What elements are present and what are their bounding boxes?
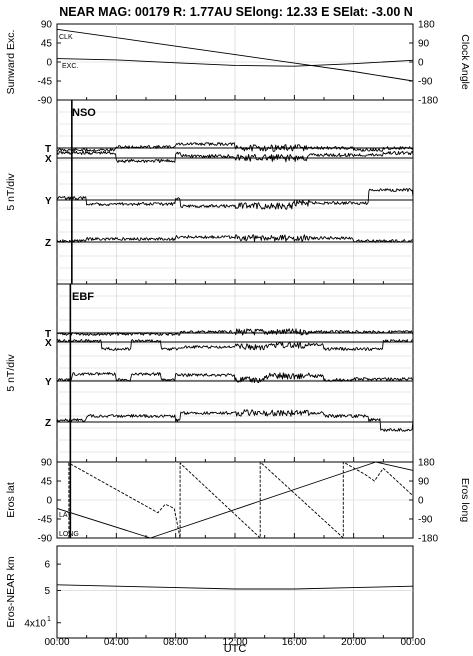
chart-title: NEAR MAG: 00179 R: 1.77AU SElong: 12.33 …	[59, 5, 413, 19]
trace-y	[56, 372, 414, 383]
y-tick-label-clock: 90	[418, 39, 430, 50]
trace-x	[56, 150, 414, 164]
component-label-y: Y	[45, 377, 52, 388]
x-tick-label: 20:00	[341, 637, 366, 648]
y-tick-label-eros-lat: -90	[38, 534, 53, 545]
y-tick-label-sunward: 45	[41, 39, 53, 50]
y-tick-label-eros-lat: -45	[38, 515, 53, 526]
y-tick-label-sunward: -90	[38, 96, 53, 107]
x-tick-label: 08:00	[163, 637, 188, 648]
y-label-eros-near-km: Eros-NEAR km	[5, 556, 17, 627]
x-tick-label: 04:00	[104, 637, 129, 648]
trace-z	[56, 409, 414, 432]
y-tick-exponent-range: 1	[47, 616, 51, 623]
component-label-t: T	[45, 329, 51, 340]
y-label-eros-long: Eros long	[459, 478, 471, 523]
series-label-exc: EXC.	[62, 63, 78, 70]
y-tick-label-eros-lat: 45	[41, 477, 53, 488]
x-tick-label: 00:00	[44, 637, 69, 648]
y-tick-label-clock: 0	[418, 58, 424, 69]
series-exc	[56, 58, 414, 67]
x-tick-label: 00:00	[400, 637, 425, 648]
series-range	[56, 584, 414, 590]
y-tick-label-eros-lat: 90	[41, 458, 53, 469]
component-label-x: X	[45, 154, 52, 165]
series-clk	[56, 28, 414, 82]
panel-tag-nso: NSO	[72, 107, 96, 119]
trace-z	[56, 234, 414, 243]
y-tick-label-clock: -90	[418, 77, 433, 88]
series-label-lat: LAT	[59, 512, 72, 519]
y-tick-label-clock: -180	[418, 96, 438, 107]
axes-layer: 00:00 04:00 08:00 12:00 16:00 20:00 00:00 90 45 0…	[24, 20, 438, 649]
series-long	[68, 461, 414, 539]
panel-tag-ebf: EBF	[72, 291, 94, 303]
trace-y	[56, 188, 414, 210]
y-label-clock-angle: Clock Angle	[459, 34, 471, 90]
component-label-t: T	[45, 144, 51, 155]
y-tick-label-eros-long: 0	[418, 496, 424, 507]
series-label-clk: CLK	[59, 34, 73, 41]
y-tick-label-eros-lat: 0	[46, 496, 52, 507]
y-label-ebf-scale: 5 nT/div	[5, 354, 17, 392]
component-label-x: X	[45, 338, 52, 349]
series-lat	[56, 461, 414, 539]
y-tick-label-sunward: 0	[46, 58, 52, 69]
traces-layer	[56, 28, 414, 590]
y-tick-label-range: 4x10	[24, 618, 46, 629]
y-tick-label-sunward: 90	[41, 20, 53, 31]
y-tick-label-eros-long: 90	[418, 477, 430, 488]
y-tick-label-eros-long: 180	[418, 458, 435, 469]
x-tick-label: 16:00	[282, 637, 307, 648]
y-tick-label-sunward: -45	[38, 77, 53, 88]
y-label-eros-lat: Eros lat	[5, 482, 17, 518]
y-tick-label-eros-long: -180	[418, 534, 438, 545]
y-label-nso-scale: 5 nT/div	[5, 173, 17, 211]
component-label-y: Y	[45, 196, 52, 207]
component-label-z: Z	[45, 238, 51, 249]
y-tick-label-clock: 180	[418, 20, 435, 31]
y-tick-label-range: 5	[44, 586, 50, 597]
x-tick-label: 12:00	[222, 637, 247, 648]
component-label-z: Z	[45, 418, 51, 429]
y-label-sunward: Sunward Exc.	[5, 30, 17, 95]
trace-t	[56, 142, 414, 152]
x-axis-label: UTC	[224, 643, 247, 655]
y-tick-label-range: 6	[44, 560, 50, 571]
chart-title-text: NEAR MAG: 00179 R: 1.77AU SElong: 12.33 …	[59, 5, 413, 19]
trace-t	[56, 328, 414, 336]
y-tick-label-eros-long: -90	[418, 515, 433, 526]
series-label-long: LONG	[59, 531, 79, 538]
trace-x	[56, 339, 414, 351]
